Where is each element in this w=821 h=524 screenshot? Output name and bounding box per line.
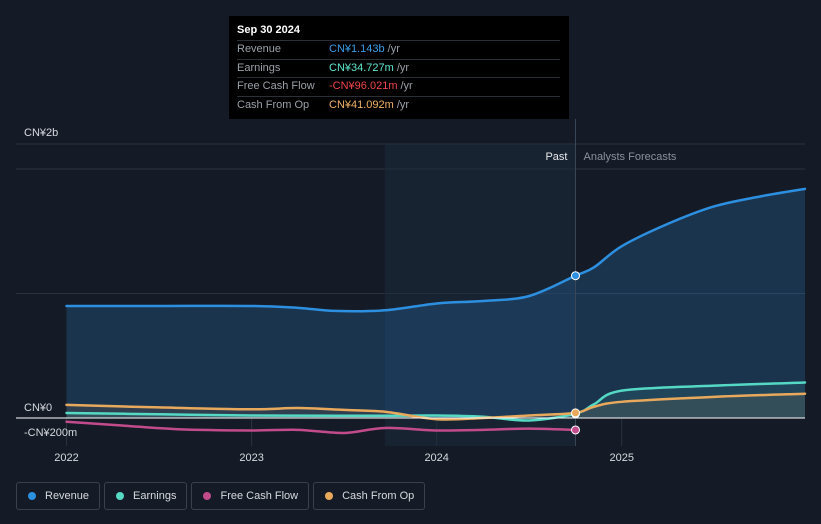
tooltip-row-earnings: Earnings CN¥34.727m /yr (237, 58, 560, 78)
cash-from-op-area (66, 393, 806, 420)
hover-tooltip: Sep 30 2024 Revenue CN¥1.143b /yr Earnin… (229, 16, 569, 119)
legend-label: Earnings (133, 490, 177, 502)
revenue-area (66, 188, 806, 418)
y-tick-label: CN¥0 (24, 402, 52, 414)
tooltip-value: -CN¥96.021m (329, 80, 398, 92)
legend-label: Revenue (45, 490, 90, 502)
tooltip-value: CN¥41.092m (329, 98, 394, 111)
legend-item-earnings[interactable]: Earnings (104, 482, 188, 510)
y-tick-label: -CN¥200m (24, 427, 77, 439)
tooltip-label: Revenue (237, 43, 282, 55)
past-highlight-region (384, 144, 576, 446)
legend-dot-icon (203, 492, 212, 500)
x-tick-label: 2025 (610, 452, 634, 464)
legend-item-revenue[interactable]: Revenue (16, 482, 101, 510)
legend-label: Free Cash Flow (220, 490, 299, 502)
tooltip-unit: /yr (387, 43, 400, 55)
chart-legend: Revenue Earnings Free Cash Flow Cash Fro… (16, 482, 426, 510)
x-tick-label: 2022 (54, 452, 78, 464)
tooltip-label: Earnings (237, 61, 281, 74)
tooltip-row-free-cash-flow: Free Cash Flow -CN¥96.021m /yr (237, 77, 560, 96)
tooltip-unit: /yr (396, 98, 410, 111)
x-tick-label: 2024 (424, 452, 448, 464)
tooltip-unit: /yr (400, 80, 413, 92)
revenue-line (65, 187, 807, 313)
cash-from-op-marker (570, 408, 580, 418)
forecast-label: Analysts Forecasts (583, 151, 676, 163)
tooltip-label: Cash From Op (237, 98, 310, 111)
tooltip-value: CN¥34.727m (329, 61, 394, 74)
x-tick-label: 2023 (239, 452, 263, 464)
tooltip-label: Free Cash Flow (237, 80, 315, 92)
legend-dot-icon (116, 492, 125, 500)
tooltip-row-cash-from-op: Cash From Op CN¥41.092m /yr (237, 95, 560, 115)
free-cash-flow-line (65, 420, 577, 435)
series-lines (65, 187, 807, 435)
axis-labels: CN¥2b CN¥0 -CN¥200m 2022 2023 2024 2025 Past Ana… (24, 127, 677, 464)
cash-from-op-line (65, 392, 807, 421)
past-label: Past (545, 151, 567, 163)
revenue-marker (570, 271, 580, 281)
legend-dot-icon (28, 492, 36, 500)
tooltip-date: Sep 30 2024 (237, 24, 300, 36)
hover-markers (570, 271, 580, 435)
legend-item-free-cash-flow[interactable]: Free Cash Flow (191, 482, 310, 510)
tooltip-value: CN¥1.143b (329, 43, 385, 55)
y-tick-label: CN¥2b (24, 127, 58, 139)
legend-item-cash-from-op[interactable]: Cash From Op (313, 482, 426, 510)
tooltip-unit: /yr (396, 61, 410, 74)
legend-dot-icon (325, 492, 334, 500)
tooltip-row-revenue: Revenue CN¥1.143b /yr (237, 40, 560, 59)
free-cash-flow-marker (570, 425, 580, 435)
legend-label: Cash From Op (342, 490, 415, 502)
